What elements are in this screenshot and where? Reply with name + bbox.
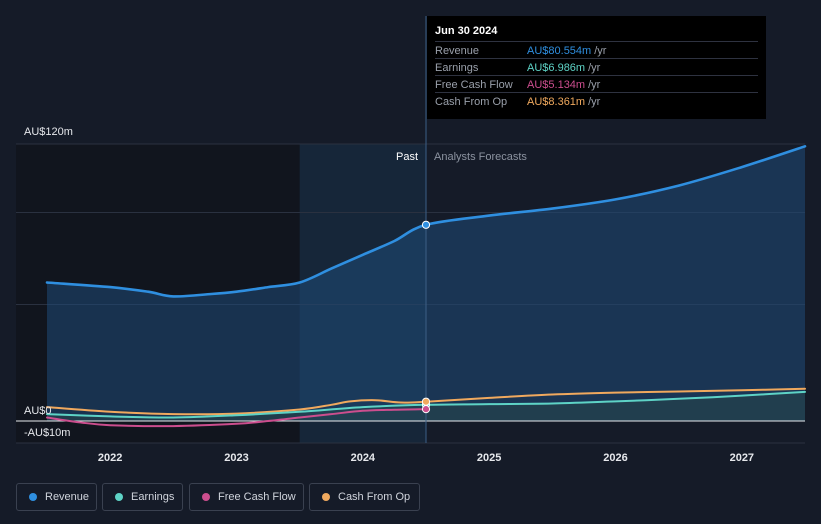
revenue-marker xyxy=(421,220,431,229)
tooltip-unit: /yr xyxy=(588,62,601,74)
legend-item-cash-from-op[interactable]: Cash From Op xyxy=(309,483,420,511)
free-cash-flow-line xyxy=(46,408,427,428)
tooltip-unit: /yr xyxy=(588,79,601,91)
legend-item-earnings[interactable]: Earnings xyxy=(102,483,183,511)
tooltip-row-revenue: Revenue AU$80.554m/yr xyxy=(435,41,758,59)
tooltip-value: AU$80.554m/yr xyxy=(527,45,606,57)
legend-item-free-cash-flow[interactable]: Free Cash Flow xyxy=(189,483,304,511)
free-cash-flow-marker xyxy=(421,405,431,414)
cash-from-op-marker xyxy=(421,397,431,406)
earnings-dot-icon xyxy=(115,493,123,501)
tooltip-value: AU$6.986m/yr xyxy=(527,62,600,74)
revenue-line xyxy=(45,145,807,298)
tooltip-row-earnings: Earnings AU$6.986m/yr xyxy=(435,58,758,76)
legend-item-revenue[interactable]: Revenue xyxy=(16,483,97,511)
tooltip-row-cash-from-op: Cash From Op AU$8.361m/yr xyxy=(435,92,758,110)
x-tick-label: 2026 xyxy=(603,452,627,464)
legend-label: Earnings xyxy=(131,491,175,503)
x-tick-label: 2024 xyxy=(351,452,376,464)
tooltip-earnings-value: AU$6.986m xyxy=(527,62,586,74)
tooltip-revenue-value: AU$80.554m xyxy=(527,45,592,57)
x-tick-label: 2027 xyxy=(730,452,754,464)
y-tick-label: -AU$10m xyxy=(24,427,70,439)
tooltip-value: AU$5.134m/yr xyxy=(527,79,600,91)
forecast-label: Analysts Forecasts xyxy=(434,151,527,163)
x-tick-label: 2022 xyxy=(98,452,122,464)
past-label: Past xyxy=(396,151,418,163)
x-tick-label: 2023 xyxy=(224,452,248,464)
tooltip-label: Free Cash Flow xyxy=(435,79,513,91)
cash-from-op-line xyxy=(46,387,806,416)
tooltip-label: Earnings xyxy=(435,62,479,74)
tooltip-date: Jun 30 2024 xyxy=(435,25,498,37)
tooltip-label: Cash From Op xyxy=(435,96,508,108)
tooltip-unit: /yr xyxy=(588,96,601,108)
y-tick-label: AU$120m xyxy=(24,126,73,138)
y-tick-label: AU$0 xyxy=(24,405,52,417)
tooltip: Jun 30 2024 Revenue AU$80.554m/yr Earnin… xyxy=(427,16,766,119)
legend-label: Cash From Op xyxy=(338,491,411,503)
x-tick-label: 2025 xyxy=(477,452,501,464)
free-cash-flow-dot-icon xyxy=(202,493,210,501)
tooltip-fcf-value: AU$5.134m xyxy=(527,79,586,91)
revenue-dot-icon xyxy=(29,493,37,501)
legend-label: Free Cash Flow xyxy=(218,491,296,503)
cash-from-op-dot-icon xyxy=(322,493,330,501)
tooltip-row-free-cash-flow: Free Cash Flow AU$5.134m/yr xyxy=(435,75,758,93)
tooltip-value: AU$8.361m/yr xyxy=(527,96,600,108)
tooltip-cfo-value: AU$8.361m xyxy=(527,96,586,108)
tooltip-label: Revenue xyxy=(435,45,480,57)
tooltip-unit: /yr xyxy=(594,45,607,57)
legend-label: Revenue xyxy=(45,491,90,503)
